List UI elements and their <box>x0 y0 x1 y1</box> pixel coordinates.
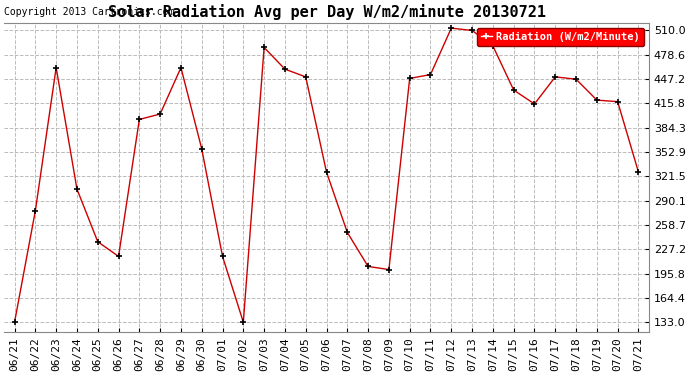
Radiation (W/m2/Minute) <box>426 72 435 77</box>
Radiation (W/m2/Minute) <box>489 44 497 48</box>
Radiation (W/m2/Minute) <box>177 65 185 70</box>
Radiation (W/m2/Minute) <box>260 45 268 50</box>
Radiation (W/m2/Minute) <box>343 230 351 235</box>
Radiation (W/m2/Minute) <box>406 76 414 81</box>
Title: Solar Radiation Avg per Day W/m2/minute 20130721: Solar Radiation Avg per Day W/m2/minute … <box>108 4 546 20</box>
Legend: Radiation (W/m2/Minute): Radiation (W/m2/Minute) <box>477 28 644 46</box>
Radiation (W/m2/Minute) <box>634 170 642 174</box>
Radiation (W/m2/Minute) <box>94 240 102 244</box>
Radiation (W/m2/Minute) <box>572 77 580 81</box>
Radiation (W/m2/Minute) <box>531 102 539 106</box>
Radiation (W/m2/Minute) <box>509 88 518 92</box>
Radiation (W/m2/Minute) <box>322 170 331 174</box>
Radiation (W/m2/Minute) <box>10 320 19 324</box>
Radiation (W/m2/Minute) <box>302 75 310 79</box>
Radiation (W/m2/Minute) <box>115 254 123 259</box>
Radiation (W/m2/Minute) <box>468 28 476 33</box>
Radiation (W/m2/Minute) <box>281 67 289 71</box>
Radiation (W/m2/Minute) <box>156 112 164 116</box>
Radiation (W/m2/Minute) <box>73 187 81 191</box>
Radiation (W/m2/Minute) <box>31 209 39 213</box>
Radiation (W/m2/Minute) <box>613 99 622 104</box>
Radiation (W/m2/Minute) <box>52 65 60 70</box>
Radiation (W/m2/Minute) <box>385 267 393 272</box>
Text: Copyright 2013 Cartronics.com: Copyright 2013 Cartronics.com <box>4 6 175 16</box>
Radiation (W/m2/Minute) <box>197 147 206 151</box>
Radiation (W/m2/Minute) <box>447 26 455 30</box>
Radiation (W/m2/Minute) <box>593 98 601 102</box>
Radiation (W/m2/Minute) <box>551 75 560 79</box>
Radiation (W/m2/Minute) <box>219 254 227 259</box>
Radiation (W/m2/Minute) <box>239 320 248 324</box>
Radiation (W/m2/Minute) <box>364 264 372 269</box>
Radiation (W/m2/Minute) <box>135 117 144 122</box>
Line: Radiation (W/m2/Minute): Radiation (W/m2/Minute) <box>11 25 642 326</box>
